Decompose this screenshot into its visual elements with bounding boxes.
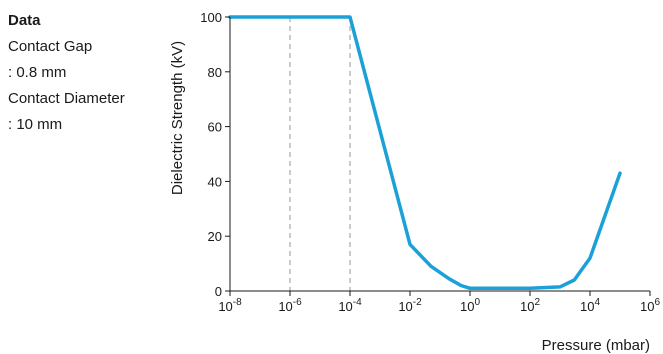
x-tick-label-4: 100 [460,297,480,314]
y-tick-label-3: 60 [208,120,222,135]
series-line-0 [228,15,622,291]
info-contact-gap-label: Contact Gap [8,38,93,55]
y-tick-label-2: 40 [208,174,222,189]
y-tick-label-4: 80 [208,65,222,80]
info-contact-diameter-label: Contact Diameter [8,90,125,107]
grid-layer [289,17,351,291]
series-layer [228,15,622,291]
x-tick-label-6: 104 [580,297,600,314]
x-tick-label-5: 102 [520,297,540,314]
x-axis-title: Pressure (mbar) [542,337,650,354]
y-tick-label-1: 20 [208,229,222,244]
info-heading: Data [8,12,41,29]
y-tick-label-5: 100 [200,10,222,25]
info-contact-gap-value: : 0.8 mm [8,64,67,81]
x-tick-label-3: 10-2 [398,297,422,314]
info-panel: Data Contact Gap : 0.8 mm Contact Diamet… [8,8,158,138]
x-tick-label-2: 10-4 [338,297,362,314]
x-tick-label-1: 10-6 [278,297,302,314]
info-contact-diameter-value: : 10 mm [8,116,63,133]
y-axis-title: Dielectric Strength (kV) [169,41,186,195]
label-layer: 0 20 40 60 80 100 10-8 10-6 10-4 10-2 100 102 104 106 [200,10,660,314]
x-tick-label-7: 106 [640,297,660,314]
x-tick-label-0: 10-8 [218,297,242,314]
y-tick-label-0: 0 [215,284,222,299]
axis-layer [225,16,651,296]
